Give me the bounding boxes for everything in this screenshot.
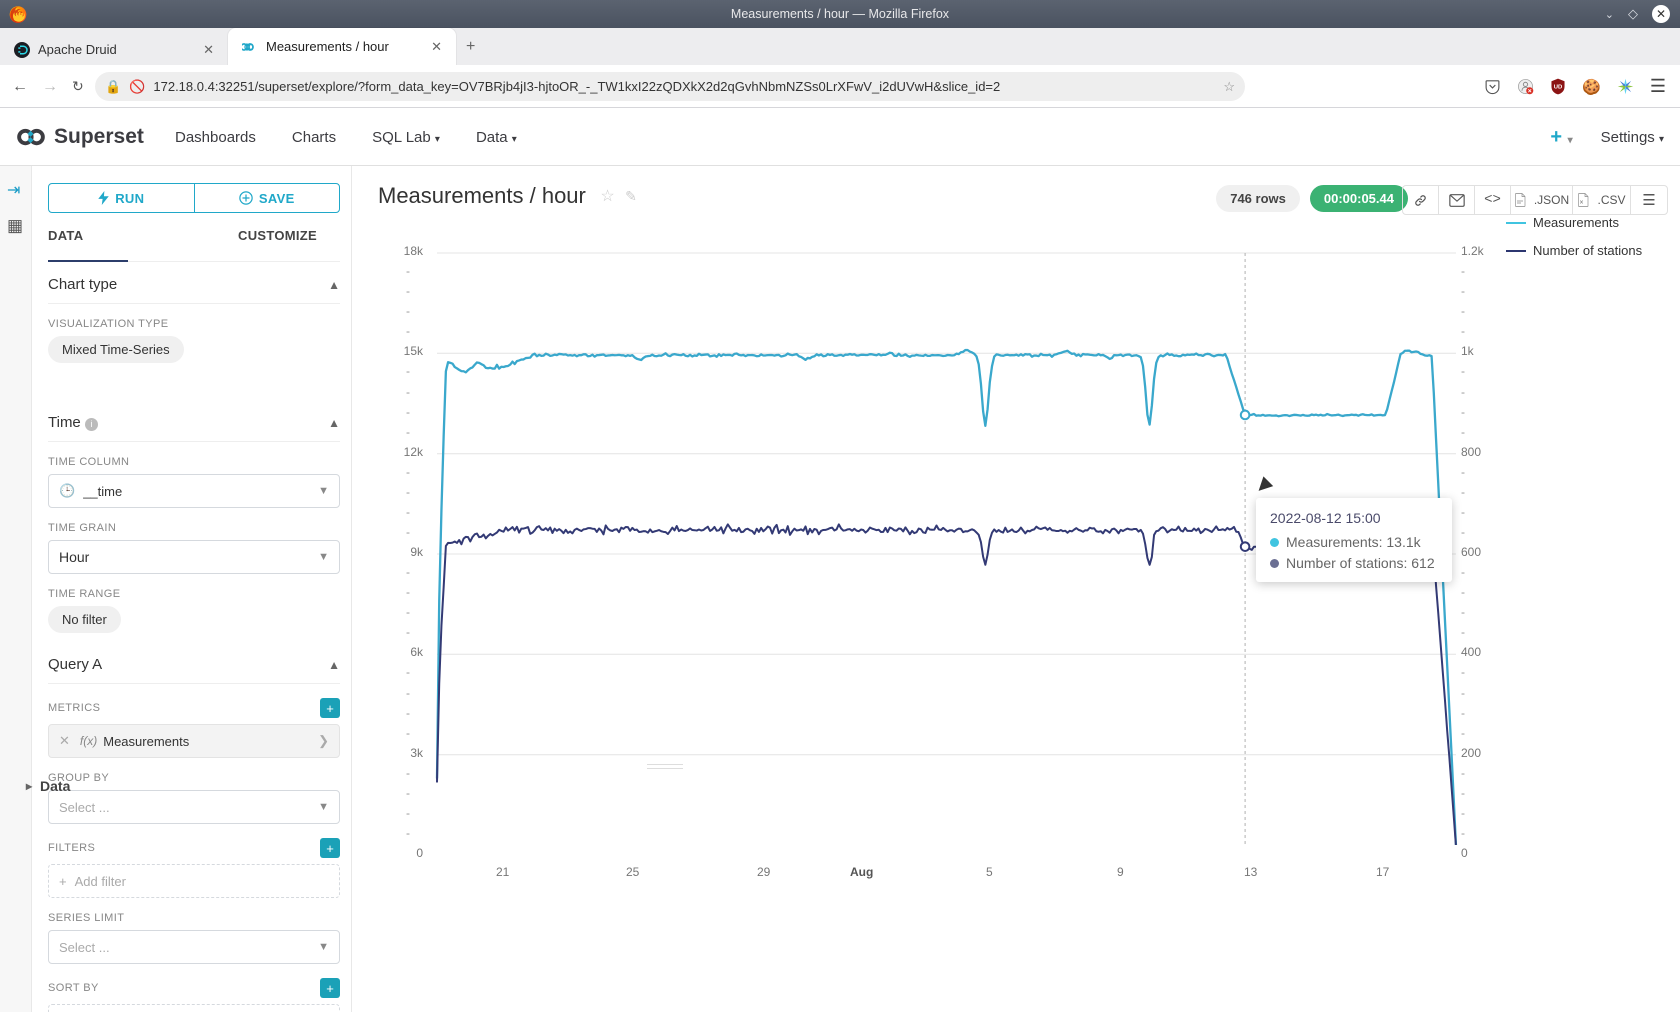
svg-text:UD: UD — [1554, 84, 1563, 90]
